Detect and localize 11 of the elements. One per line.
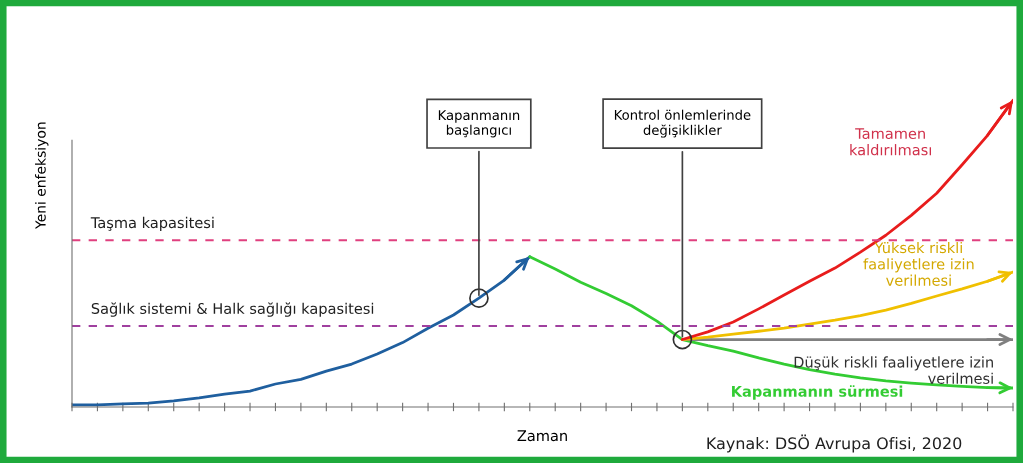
ref-line-label: Taşma kapasitesi xyxy=(90,216,214,231)
series-label: Kapanmanın sürmesi xyxy=(732,385,903,400)
annotation: Kapanmanın başlangıcı xyxy=(438,110,520,138)
series-label: Yüksek riskli faaliyetlere izin verilmesi xyxy=(863,241,974,286)
y-axis-title: Yeni enfeksiyon xyxy=(35,122,49,230)
x-axis-title: Zaman xyxy=(517,430,567,442)
ref-line-label: Sağlık sistemi & Halk sağlığı kapasitesi xyxy=(91,302,374,317)
text: Kaynak: DSÖ Avrupa Ofisi, 2020 xyxy=(707,434,962,453)
text: Tamamen kaldırılması xyxy=(850,128,931,156)
legend-label: Düşük riskli faaliyetlere izin verilmesi xyxy=(794,356,993,384)
annotation: Kontrol önlemlerinde değişiklikler xyxy=(614,109,751,138)
